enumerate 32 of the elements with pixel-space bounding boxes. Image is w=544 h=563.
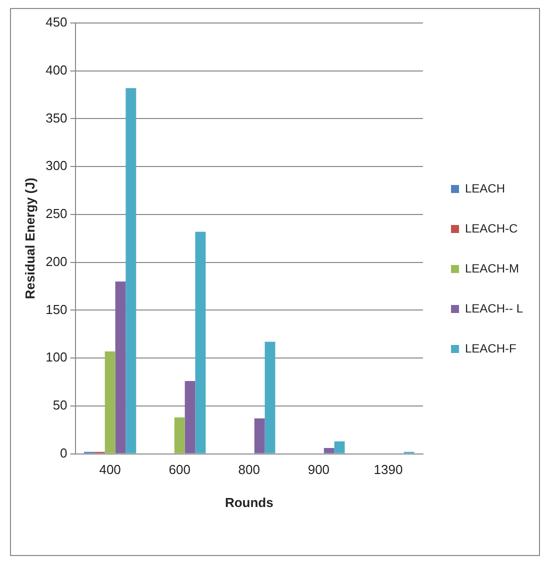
x-tick-label: 1390 xyxy=(374,462,403,478)
x-axis-title: Rounds xyxy=(224,494,274,510)
y-tick-label: 200 xyxy=(46,254,68,269)
y-tick-label: 300 xyxy=(46,158,68,174)
y-tick-label: 250 xyxy=(46,206,68,222)
bar xyxy=(174,417,185,454)
bar xyxy=(126,88,136,454)
bar xyxy=(115,281,126,454)
x-tick-label: 400 xyxy=(99,462,121,478)
y-tick-label: 350 xyxy=(46,110,68,126)
x-tick-label: 600 xyxy=(168,462,190,478)
legend-label: LEACH-- L xyxy=(464,301,524,316)
y-tick-label: 0 xyxy=(60,445,68,460)
legend-label: LEACH xyxy=(464,181,505,196)
y-tick-label: 150 xyxy=(46,302,68,317)
x-tick-label: 900 xyxy=(308,462,330,478)
x-tick-label: 800 xyxy=(238,462,260,478)
legend-label: LEACH-F xyxy=(464,341,516,356)
y-tick-label: 400 xyxy=(46,62,68,78)
legend-label: LEACH-M xyxy=(464,261,519,276)
y-tick-label: 100 xyxy=(46,350,68,365)
y-axis-title: Residual Energy (J) xyxy=(22,178,38,300)
bar xyxy=(334,441,345,454)
bar xyxy=(195,232,206,454)
bar xyxy=(184,381,196,454)
bar xyxy=(254,418,265,454)
bar xyxy=(324,448,334,454)
bar xyxy=(264,342,276,454)
y-tick-label: 450 xyxy=(46,14,68,30)
y-tick-label: 50 xyxy=(52,398,68,413)
bar xyxy=(104,351,116,454)
legend-label: LEACH-C xyxy=(464,221,518,236)
